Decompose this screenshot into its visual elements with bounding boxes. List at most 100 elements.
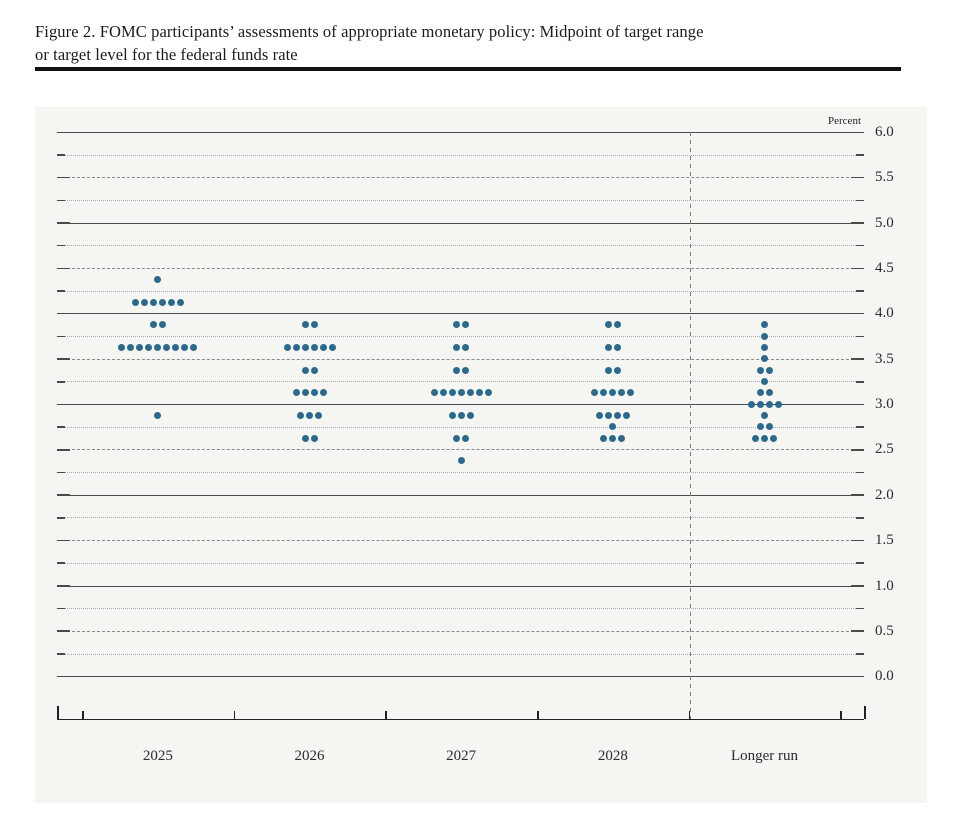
projection-dot-2025-4.125 (140, 298, 148, 306)
y-axis-label-0.0: 0.0 (875, 668, 894, 685)
projection-dot-longer-run-3 (765, 400, 773, 408)
projection-dot-2028-2.875 (595, 411, 603, 419)
projection-dot-2025-3.625 (136, 343, 144, 351)
dot-plot-chart-area: Percent 6.0 5.5 5.0 4.5 4.0 3.5 3.0 2.5 2.0 1.5 1.… (35, 107, 927, 803)
projection-dot-longer-run-3.75 (761, 332, 768, 340)
projection-dot-2027-3.375 (462, 366, 470, 374)
gridline-left-tick (57, 244, 65, 247)
projection-dot-2025-3.625 (145, 343, 153, 351)
projection-dot-2027-3.625 (453, 343, 461, 351)
projection-dot-2026-3.125 (292, 389, 300, 397)
projection-dot-2028-3.125 (591, 389, 599, 397)
gridline-right-tick (851, 494, 864, 496)
projection-dot-longer-run-3 (774, 400, 782, 408)
figure-title-line1: Figure 2. FOMC participants’ assessments… (35, 22, 704, 41)
projection-dot-2025-2.875 (154, 411, 162, 419)
gridline-right-tick (851, 539, 864, 542)
projection-dot-2026-2.875 (306, 411, 313, 419)
projection-dot-2028-3.125 (600, 389, 608, 397)
projection-dot-2025-3.625 (163, 343, 171, 351)
gridline-left-tick (57, 539, 70, 542)
gridline-right-tick (851, 403, 864, 406)
gridline-2.25 (57, 472, 864, 474)
y-axis-label-3.5: 3.5 (875, 350, 894, 367)
gridline-left-tick (57, 675, 70, 678)
x-axis-section-tick (233, 710, 236, 719)
gridline-right-tick (851, 585, 864, 587)
gridline-right-tick (851, 312, 864, 315)
projection-dot-2027-3.875 (453, 321, 461, 329)
gridline-right-tick (856, 607, 864, 610)
gridline-4.25 (57, 290, 864, 292)
gridline-1.50 (57, 540, 864, 542)
projection-dot-2026-3.625 (292, 343, 300, 351)
gridline-right-tick (851, 630, 864, 632)
gridline-right-tick (856, 290, 864, 292)
y-axis-label-5.5: 5.5 (875, 169, 894, 186)
projection-dot-longer-run-2.75 (756, 423, 764, 431)
projection-dot-2028-2.875 (622, 411, 630, 419)
gridline-left-tick (57, 585, 70, 587)
gridline-right-tick (851, 448, 864, 451)
gridline-left-tick (57, 562, 65, 564)
gridline-6.00 (57, 132, 864, 133)
projection-dot-longer-run-3.875 (761, 321, 768, 329)
y-axis-label-1.0: 1.0 (875, 577, 894, 594)
y-axis-label-0.5: 0.5 (875, 622, 894, 639)
gridline-right-tick (851, 176, 864, 179)
gridline-5.00 (57, 222, 864, 224)
gridline-right-tick (856, 653, 864, 655)
projection-dot-2025-4.125 (167, 298, 175, 306)
projection-dot-longer-run-3.375 (765, 366, 773, 374)
projection-dot-2027-2.625 (462, 434, 470, 442)
projection-dot-2026-3.875 (301, 321, 309, 329)
projection-dot-2026-3.625 (310, 343, 318, 351)
projection-dot-2026-3.375 (301, 366, 309, 374)
gridline-2.50 (57, 449, 864, 451)
x-axis-section-tick (840, 710, 842, 719)
gridline-right-tick (851, 358, 864, 360)
figure-title-line2: or target level for the federal funds ra… (35, 45, 298, 64)
x-axis-label-2027: 2027 (446, 748, 477, 764)
gridline-4.50 (57, 268, 864, 270)
gridline-2.75 (57, 426, 864, 428)
projection-dot-2028-3.875 (613, 321, 621, 329)
gridline-left-tick (57, 471, 65, 474)
gridline-3.25 (57, 381, 864, 383)
projection-dot-2026-3.625 (319, 343, 327, 351)
y-axis-label-3.0: 3.0 (875, 396, 894, 413)
gridline-right-tick (856, 199, 864, 202)
projection-dot-2027-2.875 (448, 411, 456, 419)
projection-dot-2025-4.125 (131, 298, 139, 306)
longer-run-separator-line (689, 132, 691, 719)
projection-dot-2026-2.625 (310, 434, 318, 442)
projection-dot-2028-2.875 (604, 411, 612, 419)
projection-dot-2025-3.625 (181, 343, 189, 351)
gridline-left-tick (57, 154, 65, 156)
gridline-right-tick (856, 471, 864, 474)
gridline-left-tick (57, 494, 70, 496)
gridline-left-tick (57, 607, 65, 610)
gridline-1.25 (57, 562, 864, 564)
figure-title: Figure 2. FOMC participants’ assessments… (35, 20, 915, 66)
gridline-right-tick (856, 426, 864, 428)
projection-dot-longer-run-3.125 (765, 389, 773, 397)
projection-dot-2027-3.125 (430, 389, 438, 397)
projection-dot-2027-3.125 (457, 389, 465, 397)
gridline-left-tick (57, 176, 70, 179)
projection-dot-2028-2.625 (618, 434, 626, 442)
gridline-right-tick (851, 131, 864, 134)
projection-dot-2028-2.625 (609, 434, 617, 442)
projection-dot-2027-3.125 (484, 389, 492, 397)
title-divider-rule (35, 67, 901, 71)
projection-dot-2026-3.125 (319, 389, 327, 397)
gridline-left-tick (57, 290, 65, 292)
gridline-left-tick (57, 312, 70, 315)
gridline-right-tick (851, 222, 864, 224)
gridline-5.50 (57, 177, 864, 179)
gridline-left-tick (57, 358, 70, 360)
projection-dot-2025-3.875 (149, 321, 157, 329)
projection-dot-2025-3.875 (158, 321, 166, 329)
projection-dot-2027-3.125 (466, 389, 474, 397)
gridline-right-tick (851, 675, 864, 678)
